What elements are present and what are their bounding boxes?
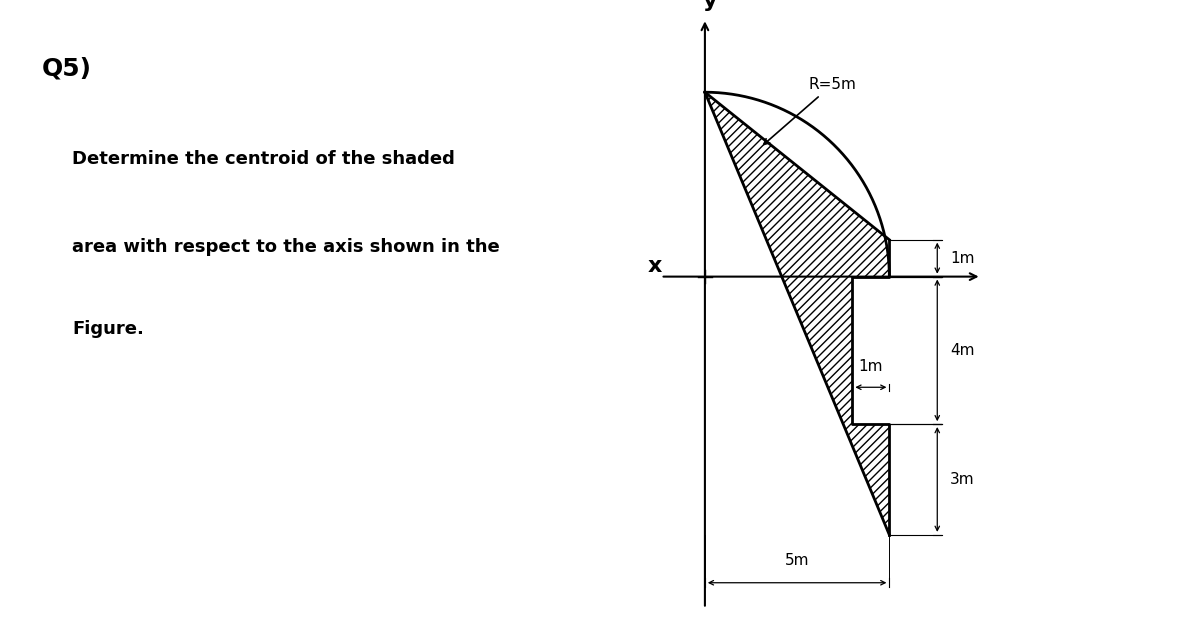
Text: Determine the centroid of the shaded: Determine the centroid of the shaded — [72, 150, 455, 169]
Text: Figure.: Figure. — [72, 320, 144, 338]
Text: 4m: 4m — [950, 343, 974, 358]
Text: 3m: 3m — [950, 472, 974, 487]
Text: 1m: 1m — [950, 251, 974, 266]
Text: y: y — [703, 0, 718, 11]
Polygon shape — [704, 92, 889, 535]
Text: R=5m: R=5m — [763, 77, 856, 144]
Text: 1m: 1m — [859, 359, 883, 374]
Text: area with respect to the axis shown in the: area with respect to the axis shown in t… — [72, 238, 500, 256]
Text: 5m: 5m — [785, 553, 809, 568]
Text: Q5): Q5) — [42, 56, 92, 80]
Text: x: x — [648, 256, 662, 275]
Polygon shape — [704, 92, 889, 277]
